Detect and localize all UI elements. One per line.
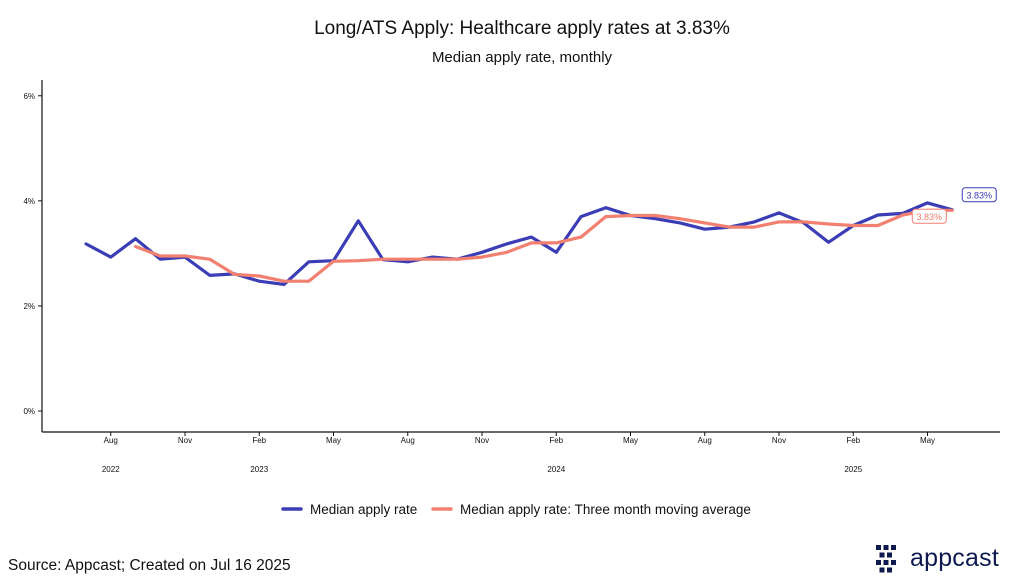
x-tick-label: Nov — [772, 436, 786, 445]
x-tick-label: May — [326, 436, 341, 445]
series-line-median — [84, 201, 954, 286]
x-year-label: 2022 — [102, 465, 120, 474]
end-value-label: 3.83% — [916, 212, 942, 222]
x-year-label: 2025 — [844, 465, 862, 474]
end-label-box — [961, 187, 997, 203]
end-value-label: 3.83% — [966, 190, 992, 200]
source-caption: Source: Appcast; Created on Jul 16 2025 — [8, 557, 291, 574]
x-tick-label: Nov — [475, 436, 489, 445]
x-tick-label: Feb — [252, 436, 266, 445]
legend-label: Median apply rate: Three month moving av… — [460, 502, 751, 517]
x-tick-label: Nov — [178, 436, 192, 445]
line-chart: 0% 2% 4% 6% Aug Nov Feb May Aug Nov Feb May Aug Nov Fe… — [23, 80, 1000, 517]
x-tick-label: May — [623, 436, 638, 445]
series-line-moving-average — [133, 208, 954, 283]
appcast-logo: appcast — [876, 544, 999, 573]
x-tick-label: May — [920, 436, 935, 445]
y-tick-label: 4% — [23, 197, 35, 206]
y-tick-label: 6% — [23, 92, 35, 101]
x-tick-label: Feb — [846, 436, 860, 445]
chart-subtitle: Median apply rate, monthly — [431, 49, 613, 66]
x-year-label: 2023 — [250, 465, 268, 474]
y-tick-label: 2% — [23, 302, 35, 311]
x-tick-label: Aug — [401, 436, 415, 445]
x-tick-label: Feb — [549, 436, 563, 445]
x-tick-label: Aug — [104, 436, 118, 445]
logo-wordmark: appcast — [910, 544, 999, 572]
legend-label: Median apply rate — [310, 502, 417, 517]
end-label-box — [911, 208, 947, 224]
y-tick-label: 0% — [23, 407, 35, 416]
x-tick-label: Aug — [698, 436, 712, 445]
appcast-grid-icon — [876, 544, 896, 572]
chart-title: Long/ATS Apply: Healthcare apply rates a… — [314, 18, 730, 39]
x-year-label: 2024 — [547, 465, 565, 474]
